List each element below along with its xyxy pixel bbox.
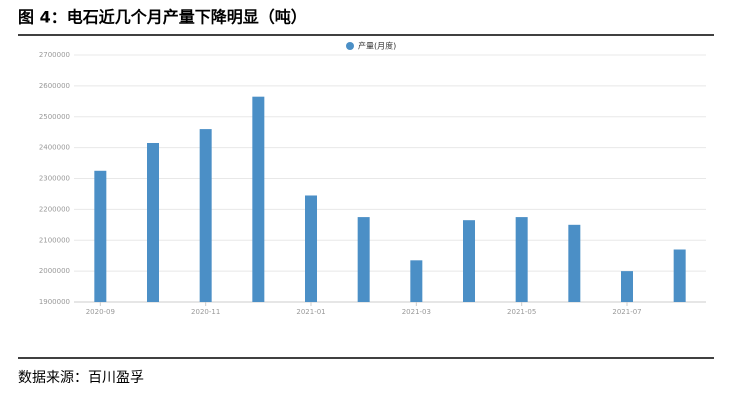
x-tick-label: 2021-03 bbox=[402, 308, 431, 316]
legend-marker bbox=[346, 42, 354, 50]
x-tick-label: 2021-01 bbox=[296, 308, 325, 316]
bar bbox=[199, 129, 212, 302]
y-tick-label: 2000000 bbox=[39, 267, 70, 275]
bar bbox=[147, 142, 159, 302]
x-tick-label: 2020-09 bbox=[86, 308, 115, 316]
y-tick-label: 2400000 bbox=[39, 144, 70, 152]
bar bbox=[94, 170, 107, 302]
x-tick-label: 2020-11 bbox=[191, 308, 220, 316]
bar bbox=[357, 217, 370, 302]
bar bbox=[252, 96, 265, 303]
y-tick-label: 2300000 bbox=[39, 175, 70, 183]
source: 数据来源：百川盈孚 bbox=[18, 370, 144, 386]
bar bbox=[673, 249, 686, 302]
bar bbox=[515, 217, 528, 302]
y-tick-label: 2500000 bbox=[39, 113, 70, 121]
bar bbox=[305, 195, 317, 302]
x-tick-label: 2021-05 bbox=[507, 308, 536, 316]
chart: 1900000 2000000 2100000 2200000 2300000 24000… bbox=[39, 41, 706, 316]
x-tick-label: 2021-07 bbox=[612, 308, 641, 316]
bar bbox=[568, 224, 581, 302]
y-tick-label: 1900000 bbox=[39, 298, 70, 306]
bar bbox=[410, 260, 423, 302]
y-tick-label: 2100000 bbox=[39, 236, 70, 244]
y-tick-label: 2600000 bbox=[39, 82, 70, 90]
y-tick-label: 2200000 bbox=[39, 205, 70, 213]
figure-title: 图 4：电石近几个月产量下降明显（吨） bbox=[18, 8, 307, 27]
y-tick-label: 2700000 bbox=[39, 51, 70, 59]
bar bbox=[463, 220, 475, 302]
legend-label: 产量(月度) bbox=[358, 41, 396, 51]
bar bbox=[621, 271, 633, 302]
